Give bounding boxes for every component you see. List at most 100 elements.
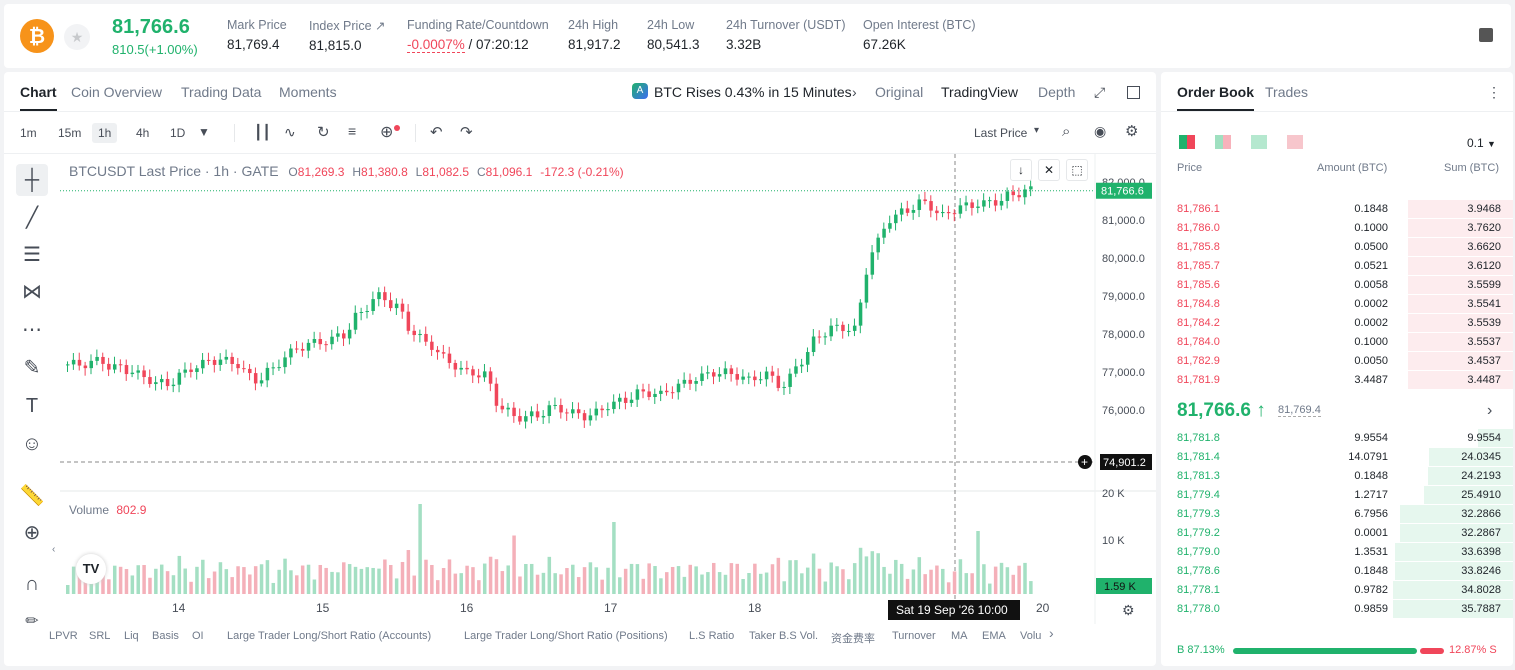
interval-1d[interactable]: 1D	[170, 126, 186, 140]
tab-trades[interactable]: Trades	[1265, 84, 1309, 100]
template-icon[interactable]: ≡	[348, 123, 357, 139]
bid-row[interactable]: 81,779.2 0.0001 32.2867	[1161, 524, 1513, 543]
indicator-tab[interactable]: MA	[951, 630, 968, 642]
collapse-arrow-icon[interactable]: ‹	[52, 544, 56, 555]
indicator-tab[interactable]: OI	[192, 630, 204, 642]
ask-row[interactable]: 81,785.7 0.0521 3.6120	[1161, 257, 1513, 276]
indicator-tab[interactable]: EMA	[982, 630, 1006, 642]
more-icon[interactable]: ⋮	[1487, 84, 1501, 100]
ask-row[interactable]: 81,784.8 0.0002 3.5541	[1161, 295, 1513, 314]
fib-lines-icon[interactable]: ☰	[23, 244, 41, 266]
ai-headline[interactable]: BTC Rises 0.43% in 15 Minutes	[654, 84, 852, 100]
chevron-right-icon[interactable]: ›	[1049, 625, 1054, 641]
ask-row[interactable]: 81,785.6 0.0058 3.5599	[1161, 276, 1513, 295]
indicator-tab[interactable]: Large Trader Long/Short Ratio (Positions…	[464, 630, 668, 642]
ask-row[interactable]: 81,784.0 0.1000 3.5537	[1161, 333, 1513, 352]
projection-icon[interactable]: ⋯	[22, 319, 42, 341]
candle-type-icon[interactable]: ┃┃	[254, 124, 271, 140]
window-icon[interactable]	[1127, 86, 1140, 99]
crosshair-icon[interactable]: ┼	[16, 164, 48, 196]
tab-trading-data[interactable]: Trading Data	[181, 84, 262, 100]
view-both-icon[interactable]	[1179, 135, 1195, 149]
indicator-tab[interactable]: Large Trader Long/Short Ratio (Accounts)	[227, 630, 432, 642]
ask-row[interactable]: 81,782.9 0.0050 3.4537	[1161, 352, 1513, 371]
indicator-tab[interactable]: Liq	[124, 630, 139, 642]
indicator-tab[interactable]: Taker B.S Vol.	[749, 630, 819, 642]
tab-moments[interactable]: Moments	[279, 84, 337, 100]
volume-bar	[242, 567, 246, 594]
chevron-down-icon[interactable]: ▾	[1034, 125, 1040, 136]
brush-icon[interactable]: ✎	[23, 357, 41, 379]
bid-row[interactable]: 81,778.0 0.9859 35.7887	[1161, 600, 1513, 619]
ask-row[interactable]: 81,784.2 0.0002 3.5539	[1161, 314, 1513, 333]
indicator-tab[interactable]: LPVR	[49, 630, 78, 642]
volume-bar	[177, 555, 182, 594]
search-icon[interactable]: ⌕	[1062, 123, 1071, 140]
expand-icon[interactable]: ⤢	[1094, 84, 1106, 100]
indicator-tab[interactable]: Volu	[1020, 630, 1042, 642]
refresh-icon[interactable]: ↻	[317, 124, 330, 141]
chevron-right-icon[interactable]: ›	[1487, 402, 1493, 419]
stat-index-price[interactable]: Index Price ↗ 81,815.0	[309, 19, 386, 53]
volume-bar	[888, 573, 892, 594]
interval-4h[interactable]: 4h	[136, 126, 150, 140]
bid-row[interactable]: 81,781.8 9.9554 9.9554	[1161, 429, 1513, 448]
undo-icon[interactable]: ↶	[430, 124, 443, 141]
indicators-icon[interactable]: ∿	[284, 124, 296, 140]
candle-body	[635, 389, 640, 400]
redo-icon[interactable]: ↷	[460, 124, 473, 141]
tab-tradingview[interactable]: TradingView	[941, 84, 1019, 100]
ask-row[interactable]: 81,781.9 3.4487 3.4487	[1161, 371, 1513, 390]
zoom-icon[interactable]: ⊕	[23, 522, 41, 544]
ask-row[interactable]: 81,785.8 0.0500 3.6620	[1161, 238, 1513, 257]
bid-row[interactable]: 81,779.4 1.2717 25.4910	[1161, 486, 1513, 505]
bid-row[interactable]: 81,778.1 0.9782 34.8028	[1161, 581, 1513, 600]
tab-order-book[interactable]: Order Book	[1177, 84, 1255, 111]
maximize-icon[interactable]: ⬚	[1066, 159, 1088, 181]
bid-row[interactable]: 81,781.3 0.1848 24.2193	[1161, 467, 1513, 486]
candlestick-chart[interactable]: 82,000.081,000.080,000.079,000.078,000.0…	[60, 154, 1156, 624]
ruler-icon[interactable]: 📏	[19, 485, 45, 507]
pencil-icon[interactable]: ✏	[25, 613, 39, 630]
collapse-icon[interactable]: ✕	[1038, 159, 1060, 181]
camera-icon[interactable]: ◉	[1094, 123, 1107, 139]
view-bids-icon[interactable]	[1215, 135, 1231, 149]
trendline-icon[interactable]: ╱	[25, 207, 39, 229]
price-type-select[interactable]: Last Price	[974, 126, 1028, 140]
emoji-icon[interactable]: ☺	[21, 433, 43, 455]
tab-chart[interactable]: Chart	[20, 84, 57, 111]
ask-row[interactable]: 81,786.0 0.1000 3.7620	[1161, 219, 1513, 238]
ask-row[interactable]: 81,786.1 0.1848 3.9468	[1161, 200, 1513, 219]
bid-row[interactable]: 81,779.0 1.3531 33.6398	[1161, 543, 1513, 562]
precision-select[interactable]: 0.1 ▼	[1467, 136, 1496, 150]
gear-icon[interactable]: ⚙	[1125, 123, 1139, 140]
arrow-down-icon[interactable]: ↓	[1010, 159, 1032, 181]
favorite-star-icon[interactable]: ★	[64, 24, 90, 50]
add-indicator-icon[interactable]: ⊕	[380, 124, 394, 141]
candle-body	[500, 405, 505, 410]
view-sell-icon[interactable]	[1287, 135, 1303, 149]
interval-15m[interactable]: 15m	[58, 126, 82, 140]
interval-1m[interactable]: 1m	[20, 126, 37, 140]
book-icon[interactable]	[1479, 28, 1493, 42]
tab-original[interactable]: Original	[875, 84, 924, 100]
candle-body	[529, 411, 534, 417]
indicator-tab[interactable]: Basis	[152, 630, 179, 642]
indicator-tab[interactable]: 资金费率	[831, 633, 875, 645]
bid-row[interactable]: 81,781.4 14.0791 24.0345	[1161, 448, 1513, 467]
tab-coin-overview[interactable]: Coin Overview	[71, 84, 163, 100]
view-buy-icon[interactable]	[1251, 135, 1267, 149]
indicator-tab[interactable]: L.S Ratio	[689, 630, 735, 642]
bid-row[interactable]: 81,779.3 6.7956 32.2866	[1161, 505, 1513, 524]
tab-depth[interactable]: Depth	[1038, 84, 1076, 100]
indicator-tab[interactable]: SRL	[89, 630, 111, 642]
pattern-icon[interactable]: ⋈	[22, 281, 42, 303]
indicator-tab[interactable]: Turnover	[892, 630, 936, 642]
volume-bar	[905, 578, 910, 594]
candle-body	[195, 368, 199, 373]
text-icon[interactable]: T	[25, 395, 39, 417]
magnet-icon[interactable]: ∩	[24, 573, 40, 595]
bid-row[interactable]: 81,778.6 0.1848 33.8246	[1161, 562, 1513, 581]
interval-1h[interactable]: 1h	[92, 123, 118, 143]
chevron-down-icon[interactable]: ▼	[198, 125, 210, 139]
